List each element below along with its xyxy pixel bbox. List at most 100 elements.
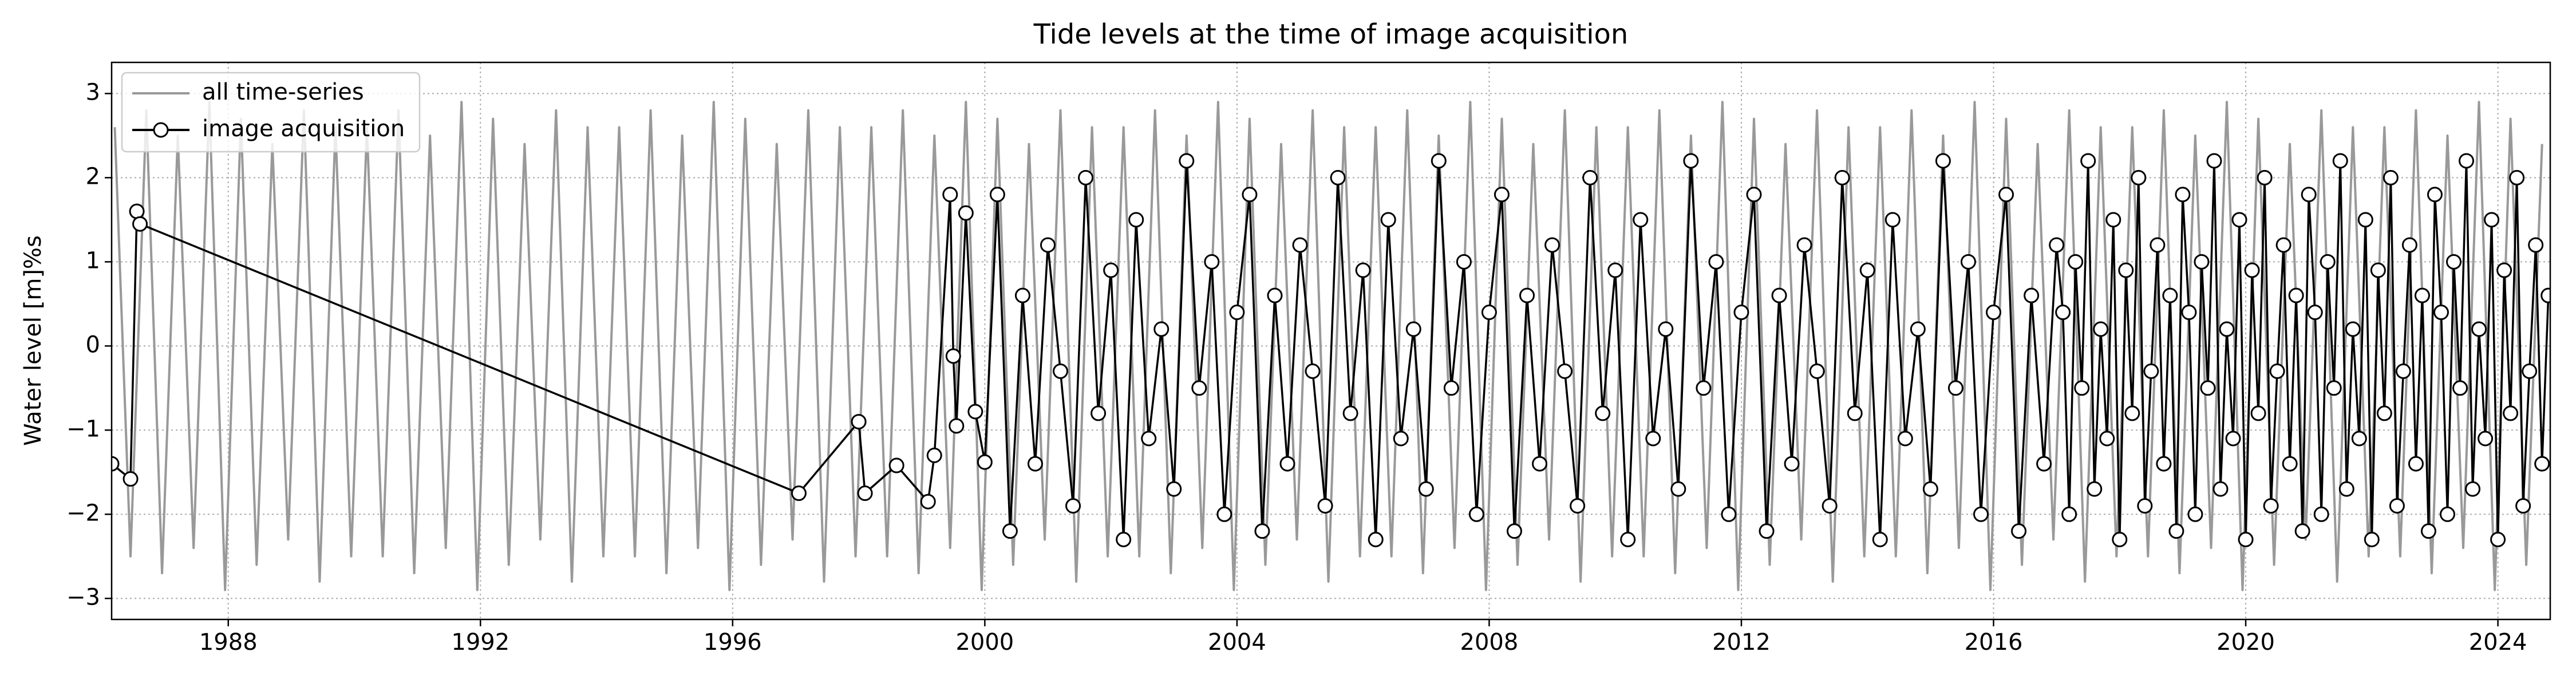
y-tick-label: 2 (86, 163, 100, 189)
marker (2439, 506, 2455, 522)
marker (1696, 380, 1712, 396)
marker (2383, 169, 2399, 185)
marker (1342, 405, 1358, 421)
marker (2345, 321, 2361, 337)
marker (2131, 169, 2147, 185)
marker (967, 404, 983, 420)
marker (1216, 506, 1232, 522)
y-tick-label: −3 (66, 584, 100, 610)
marker (2471, 321, 2487, 337)
marker (1494, 187, 1510, 203)
marker (1633, 212, 1649, 228)
marker (2080, 153, 2096, 169)
marker (2118, 262, 2134, 278)
marker (129, 203, 145, 219)
marker (2219, 321, 2235, 337)
marker (1053, 363, 1069, 379)
marker (1986, 305, 2002, 321)
marker (1822, 498, 1838, 514)
marker (2484, 212, 2500, 228)
marker (1368, 531, 1384, 547)
marker (1847, 405, 1863, 421)
marker (977, 454, 993, 470)
marker (2282, 456, 2298, 472)
marker (2541, 287, 2550, 303)
marker (2376, 405, 2392, 421)
y-tick-label: 1 (86, 247, 100, 274)
marker (1809, 363, 1825, 379)
marker (2389, 498, 2405, 514)
marker (2465, 481, 2481, 497)
marker (1179, 153, 1195, 169)
axes: 1988 1992 1996 2000 2004 2008 2012 2016 2020 2024… (66, 79, 2527, 656)
marker (1557, 363, 1573, 379)
marker (2288, 287, 2304, 303)
marker (2401, 237, 2417, 253)
y-tick-label: −2 (66, 500, 100, 526)
marker (2049, 237, 2065, 253)
marker (2238, 531, 2254, 547)
marker (1065, 498, 1081, 514)
marker (1355, 262, 1371, 278)
x-tick-label: 2020 (2217, 629, 2275, 656)
marker (2452, 380, 2468, 396)
x-tick-label: 1988 (199, 629, 258, 656)
x-tick-label: 2004 (1208, 629, 1266, 656)
marker (1973, 506, 1989, 522)
marker (2503, 405, 2519, 421)
marker (2427, 187, 2443, 203)
marker (1153, 321, 1170, 337)
marker (1922, 481, 1938, 497)
marker (2137, 498, 2153, 514)
marker (2528, 237, 2544, 253)
marker (2087, 481, 2103, 497)
marker (2225, 431, 2241, 447)
marker (1708, 254, 1724, 270)
marker (1242, 187, 1258, 203)
marker (958, 205, 974, 221)
marker (1456, 254, 1472, 270)
marker (1128, 212, 1144, 228)
y-tick-label: 3 (86, 79, 100, 105)
marker (2269, 363, 2285, 379)
marker (2068, 254, 2084, 270)
marker (1570, 498, 1586, 514)
plot-frame (110, 61, 2551, 621)
marker (2433, 305, 2449, 321)
x-tick-label: 2016 (1965, 629, 2023, 656)
marker (1784, 456, 1800, 472)
marker (2408, 456, 2424, 472)
marker (1431, 153, 1447, 169)
marker (2320, 254, 2336, 270)
marker (2124, 405, 2140, 421)
y-tick-label: −1 (66, 416, 100, 442)
marker (1292, 237, 1308, 253)
marker (1620, 531, 1636, 547)
marker (2200, 380, 2216, 396)
marker (1279, 456, 1295, 472)
marker (1103, 262, 1119, 278)
marker (1935, 153, 1951, 169)
marker (2143, 363, 2159, 379)
marker (1002, 523, 1018, 539)
marker (1998, 187, 2014, 203)
marker (1380, 212, 1396, 228)
marker (1393, 431, 1409, 447)
chart-title: Tide levels at the time of image acquisi… (1033, 18, 1629, 50)
marker (2307, 305, 2323, 321)
marker (2534, 456, 2550, 472)
marker (1658, 321, 1674, 337)
x-tick-label: 1992 (451, 629, 509, 656)
legend: all time-series image acquisition (121, 72, 421, 153)
x-tick-label: 2008 (1460, 629, 1519, 656)
marker (2263, 498, 2279, 514)
marker (2275, 237, 2291, 253)
marker (2112, 531, 2128, 547)
marker (1204, 254, 1220, 270)
marker (888, 457, 904, 473)
marker (1141, 431, 1157, 447)
marker (2395, 363, 2411, 379)
marker (2162, 287, 2178, 303)
marker (1721, 506, 1737, 522)
